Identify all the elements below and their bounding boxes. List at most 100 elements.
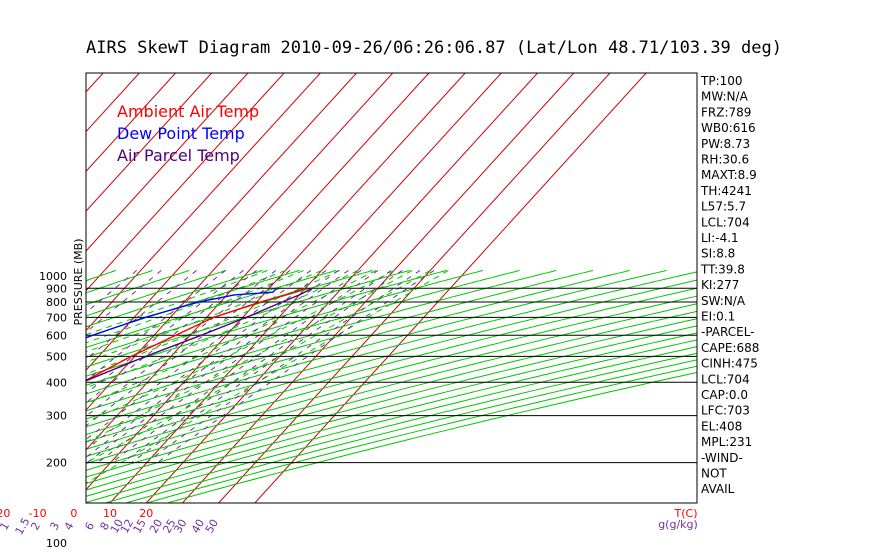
- dry-adiabat: [86, 271, 697, 435]
- index-entry: FRZ:789: [701, 105, 751, 119]
- index-entry: NOT: [701, 467, 727, 481]
- dry-adiabat: [86, 303, 697, 465]
- dry-adiabat: [86, 339, 697, 497]
- mixing-ratio-line: [86, 270, 197, 360]
- chart-title: AIRS SkewT Diagram 2010-09-26/06:26:06.8…: [86, 38, 782, 58]
- dry-adiabat: [86, 269, 263, 328]
- index-entry: LI:-4.1: [701, 231, 739, 245]
- legend-entry: Ambient Air Temp: [117, 102, 259, 121]
- index-entry: KI:277: [701, 278, 739, 292]
- dry-adiabat: [86, 269, 630, 420]
- index-entry: TP:100: [700, 74, 743, 88]
- mixing-ratio-tick: 3: [47, 520, 62, 533]
- dry-adiabat: [86, 295, 697, 457]
- index-entry: RH:30.6: [701, 153, 749, 167]
- mixing-ratio-line: [86, 270, 258, 404]
- dry-adiabat: [103, 352, 697, 503]
- index-entry: L57:5.7: [701, 200, 746, 214]
- bottom-temp-tick: -10: [29, 507, 47, 520]
- mixing-ratio-tick: 12: [118, 517, 136, 536]
- y-axis-label: PRESSURE (MB): [72, 239, 85, 326]
- temp-unit-label: T(C): [674, 507, 698, 520]
- mixing-ratio-line: [86, 269, 349, 463]
- dry-adiabat: [86, 325, 697, 485]
- plot-frame: [85, 72, 698, 504]
- dry-adiabat: [86, 269, 667, 428]
- mixing-ratio-line: [86, 269, 327, 451]
- dry-adiabat: [86, 332, 697, 491]
- pressure-tick-label: 800: [46, 296, 67, 309]
- index-entry: PW:8.73: [701, 137, 750, 151]
- mixing-ratio-tick: 25: [160, 517, 178, 536]
- profiles: [86, 287, 313, 382]
- index-entry: CAPE:688: [701, 341, 759, 355]
- bottom-temp-tick: 10: [103, 507, 117, 520]
- mixing-ratio-tick: 2: [28, 520, 43, 533]
- mixing-ratio-tick: 15: [131, 517, 149, 536]
- dry-adiabat: [86, 269, 484, 386]
- mixing-ratio-tick: 4: [62, 520, 77, 533]
- index-entry: MW:N/A: [701, 90, 749, 104]
- legend-entry: Dew Point Temp: [117, 124, 245, 143]
- index-entry: CINH:475: [701, 357, 758, 371]
- mixing-ratio-tick: 6: [82, 520, 97, 533]
- index-entry: -WIND-: [701, 451, 743, 465]
- pressure-tick-label: 400: [46, 376, 67, 389]
- pressure-tick-label: 900: [46, 282, 67, 295]
- parcel-line: [86, 287, 313, 382]
- dry-adiabat: [86, 269, 410, 368]
- index-entry: -PARCEL-: [701, 325, 755, 339]
- dry-adiabat: [86, 269, 227, 317]
- mixing-ratio-line: [86, 270, 277, 417]
- isotherm: [0, 73, 31, 503]
- moist-adiabat: [86, 269, 286, 344]
- isotherm: [86, 73, 213, 212]
- dry-adiabat: [165, 371, 697, 503]
- index-entry: EL:408: [701, 419, 742, 433]
- index-entry: TH:4241: [700, 184, 752, 198]
- mixing-ratio-line: [131, 269, 403, 464]
- dry-adiabat: [86, 318, 697, 478]
- dry-adiabat: [86, 269, 300, 338]
- pressure-tick-label: 100: [46, 537, 67, 550]
- index-entry: LFC:703: [701, 404, 750, 418]
- mixing-ratio-unit-label: g(g/kg): [658, 518, 698, 531]
- pressure-tick-label: 600: [46, 329, 67, 342]
- mixing-ratio-line: [111, 269, 379, 464]
- ambient-temp-line: [86, 287, 306, 382]
- dry-adiabat: [86, 269, 190, 306]
- mixing-ratio-tick: 20: [147, 517, 165, 536]
- index-entry: LCL:704: [701, 372, 750, 386]
- dry-adiabat: [86, 287, 697, 450]
- isobars: [86, 287, 697, 464]
- index-entry: AVAIL: [701, 482, 735, 496]
- dry-adiabat: [86, 279, 697, 443]
- pressure-tick-label: 200: [46, 457, 67, 470]
- index-entry: LCL:704: [701, 215, 750, 229]
- bottom-temp-tick: 20: [139, 507, 153, 520]
- dewpoint-line: [86, 287, 277, 339]
- legend: Ambient Air Temp Dew Point Temp Air Parcel…: [117, 102, 259, 165]
- dry-adiabat: [86, 269, 373, 358]
- index-entry: TT:39.8: [700, 262, 745, 276]
- dry-adiabat: [86, 269, 557, 404]
- dry-adiabat: [86, 346, 697, 503]
- dry-adiabat: [124, 359, 697, 503]
- mixing-ratio-line: [86, 270, 291, 427]
- dry-adiabat: [86, 269, 153, 294]
- index-entry: SI:8.8: [701, 247, 735, 261]
- mixing-ratio-line: [86, 269, 312, 441]
- index-entry: WB0:616: [701, 121, 756, 135]
- dry-adiabat: [86, 269, 520, 395]
- pressure-tick-label: 300: [46, 410, 67, 423]
- isotherm: [86, 73, 249, 252]
- pressure-tick-label: 700: [46, 311, 67, 324]
- mixing-ratio-tick: 30: [171, 517, 189, 536]
- dry-adiabat: [86, 269, 337, 349]
- index-entry: SW:N/A: [701, 294, 746, 308]
- dry-adiabat: [144, 365, 697, 503]
- mixing-ratio-tick: 1: [0, 520, 12, 533]
- index-entry: MAXT:8.9: [701, 168, 757, 182]
